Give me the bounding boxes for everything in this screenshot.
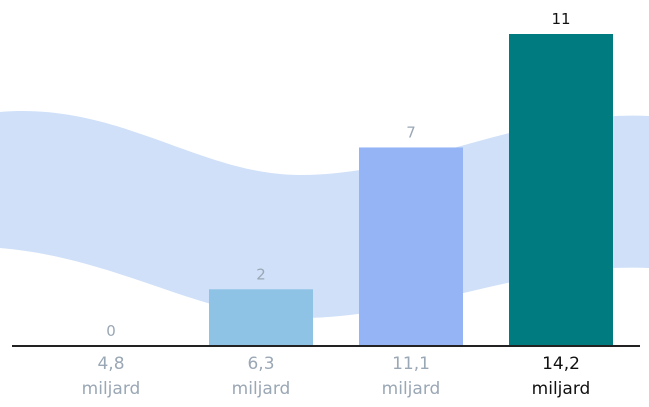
category-unit-label-4: miljard xyxy=(532,379,591,399)
category-unit-label-1: miljard xyxy=(82,379,141,399)
bar-4 xyxy=(509,34,613,346)
bars-group xyxy=(209,34,613,346)
background-wave xyxy=(0,111,649,318)
bar-3 xyxy=(359,147,463,346)
category-value-label-3: 11,1 xyxy=(392,354,430,374)
bar-value-label-4: 11 xyxy=(551,10,570,28)
category-value-label-2: 6,3 xyxy=(247,354,274,374)
category-unit-label-3: miljard xyxy=(382,379,441,399)
bar-value-label-2: 2 xyxy=(256,265,266,283)
bar-2 xyxy=(209,289,313,346)
bar-value-label-1: 0 xyxy=(106,322,116,340)
bar-value-label-3: 7 xyxy=(406,123,416,141)
category-value-label-4: 14,2 xyxy=(542,354,580,374)
labels-group: 0 4,8 miljard 2 6,3 miljard 7 11,1 miljard 11 14,2… xyxy=(82,10,591,399)
category-value-label-1: 4,8 xyxy=(97,354,124,374)
category-unit-label-2: miljard xyxy=(232,379,291,399)
